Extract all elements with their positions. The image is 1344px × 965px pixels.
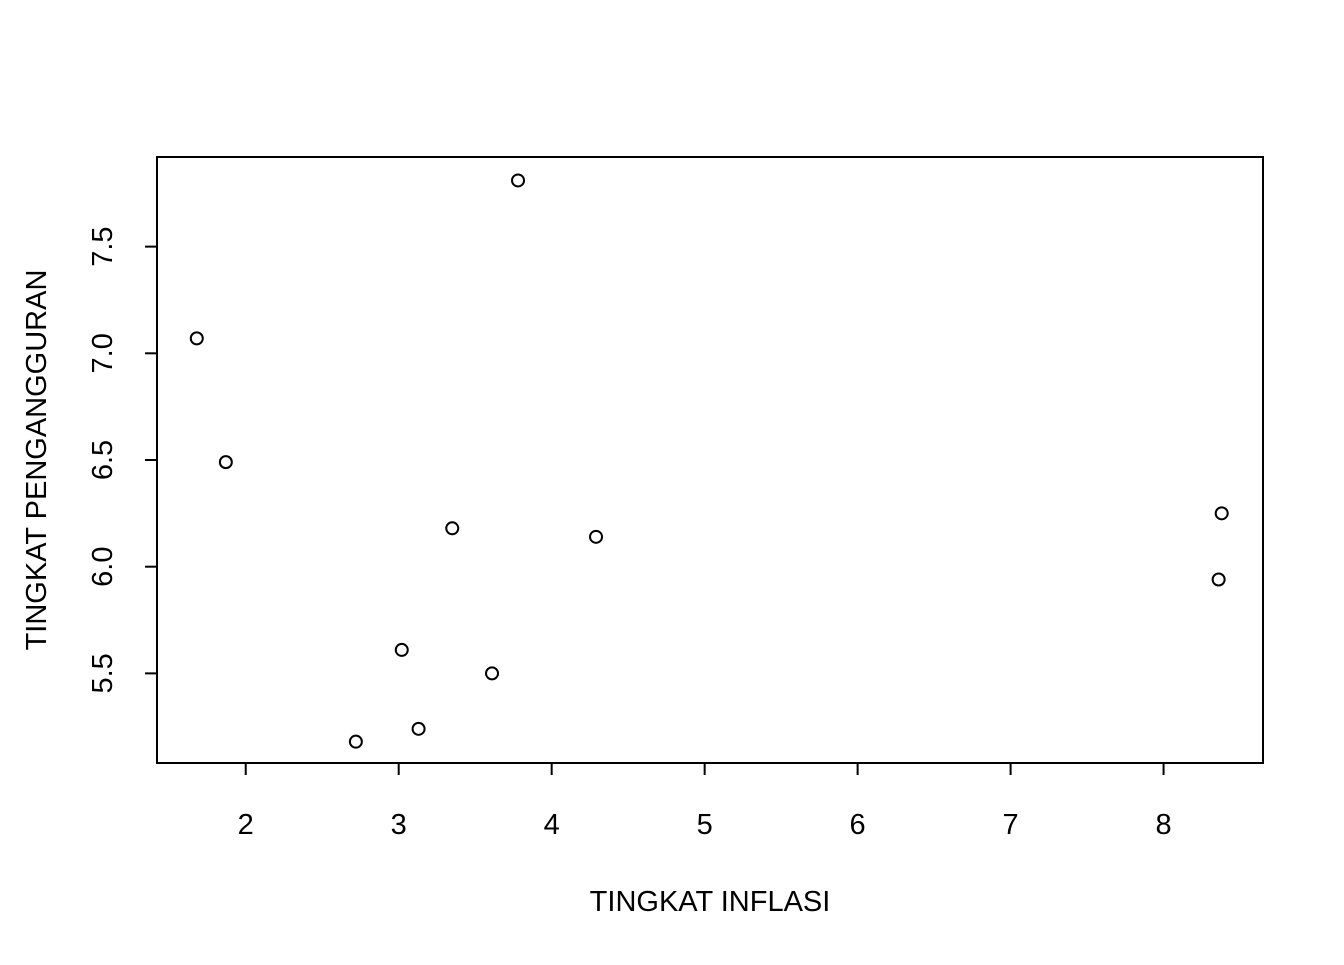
- y-axis: 5.5 6.0 6.5 7.0 7.5: [87, 226, 158, 694]
- y-tick-label: 6.5: [87, 440, 119, 480]
- data-point: [394, 642, 409, 657]
- y-tick-label: 7.5: [87, 226, 119, 266]
- data-point: [348, 734, 363, 749]
- x-axis: 2 3 4 5 6 7 8: [238, 762, 1172, 841]
- data-point: [189, 331, 204, 346]
- data-point: [445, 521, 460, 536]
- data-point: [485, 666, 500, 681]
- x-tick-label: 4: [544, 809, 560, 841]
- y-tick-label: 6.0: [87, 547, 119, 587]
- data-point: [1211, 572, 1226, 587]
- data-point: [218, 455, 233, 470]
- y-tick-label: 7.0: [87, 333, 119, 373]
- x-tick-label: 7: [1003, 809, 1019, 841]
- x-tick-label: 8: [1155, 809, 1171, 841]
- data-point: [589, 529, 604, 544]
- x-axis-label: TINGKAT INFLASI: [590, 886, 831, 918]
- y-axis-label: TINGKAT PENGANGGURAN: [21, 270, 53, 651]
- y-tick-label: 5.5: [87, 653, 119, 693]
- data-point: [511, 173, 526, 188]
- data-point: [1214, 506, 1229, 521]
- plot-frame: [156, 156, 1264, 764]
- x-tick-label: 6: [850, 809, 866, 841]
- x-tick-label: 5: [697, 809, 713, 841]
- x-tick-label: 3: [391, 809, 407, 841]
- data-points: [189, 173, 1229, 749]
- x-tick-label: 2: [238, 809, 254, 841]
- data-point: [411, 721, 426, 736]
